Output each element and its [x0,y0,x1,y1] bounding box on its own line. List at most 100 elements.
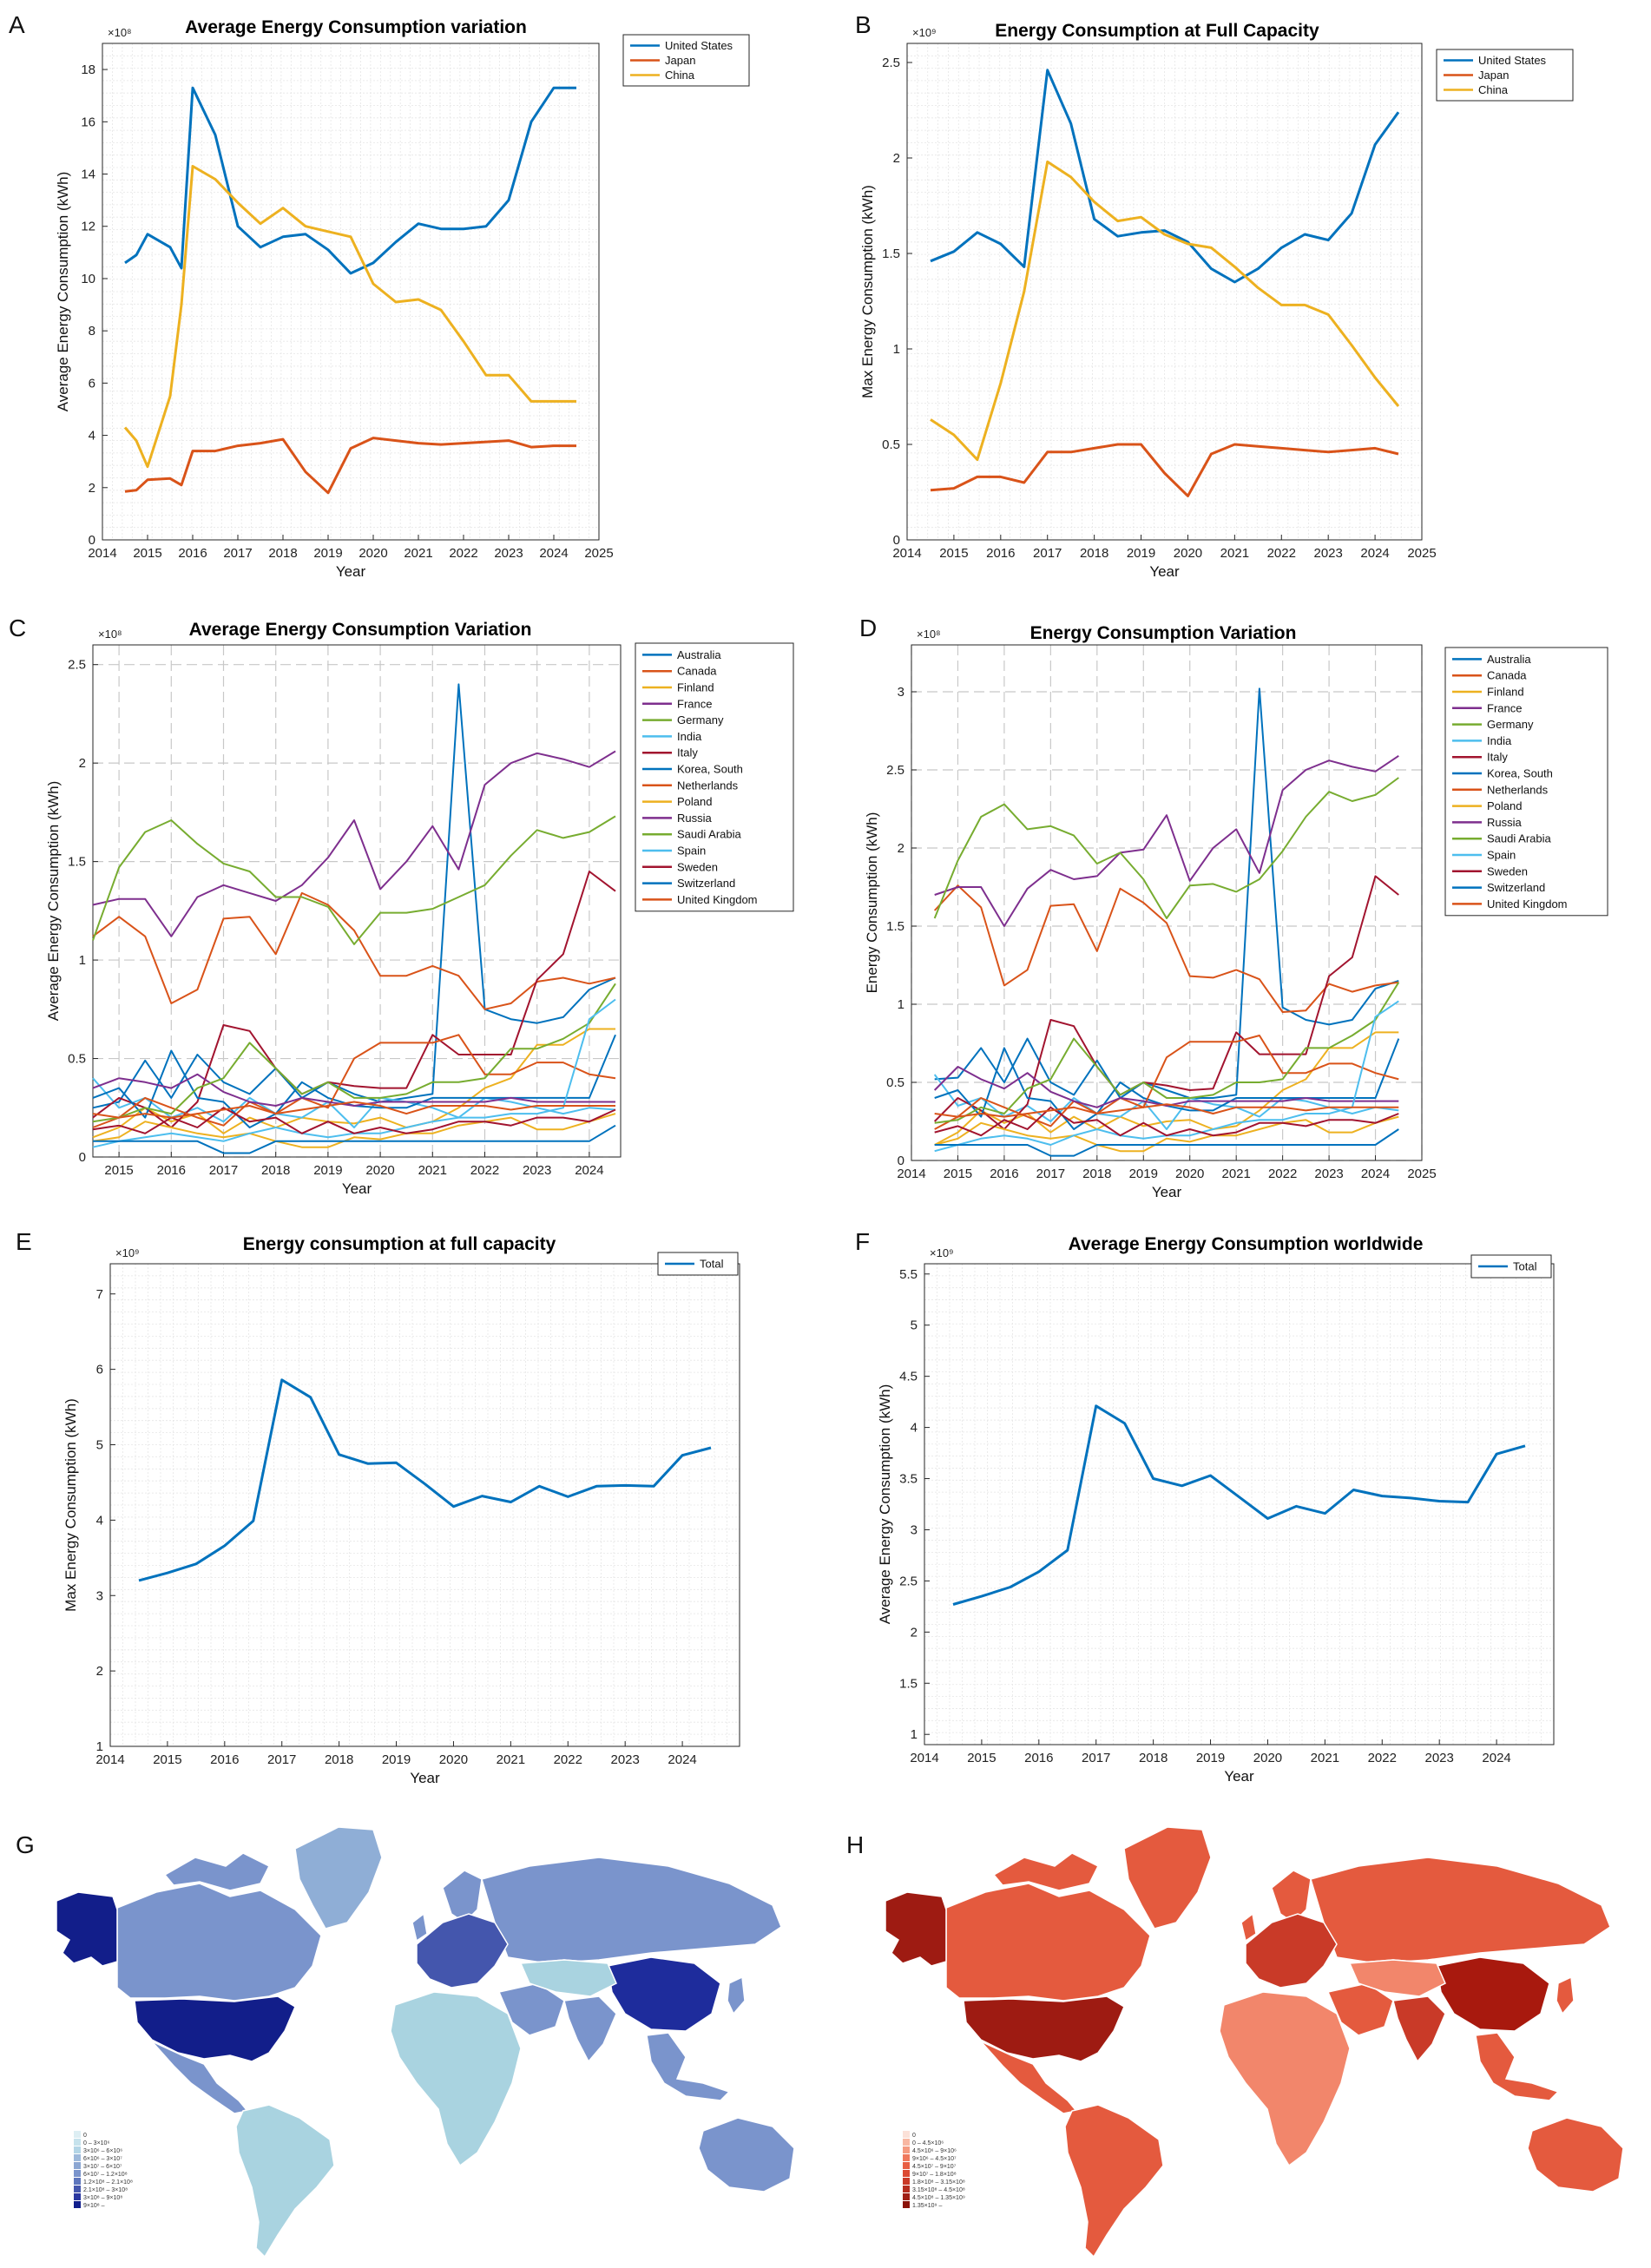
x-tick-label: 2023 [1424,1751,1453,1765]
panel-letter-c: C [9,615,26,641]
axes-box-c [92,644,622,1158]
series-line-china [930,160,1400,462]
legend-entry: Germany [677,713,724,726]
y-tick-label: 2 [898,841,904,856]
y-tick-label: 1.5 [886,919,904,934]
series-line-united-kingdom [92,1101,615,1119]
legend-entry: Korea, South [677,763,743,776]
y-tick-label: 5 [96,1438,103,1453]
series-line-italy [92,871,616,1128]
x-tick-label: 2017 [223,546,252,561]
legend: United States Japan China [622,34,750,87]
map-legend-swatch [74,2193,81,2200]
map-legend-swatch [74,2186,81,2192]
y-tick-label: 0.5 [68,1052,86,1067]
map-h-africa [1219,1991,1351,2167]
x-tick-label: 2025 [1407,546,1436,561]
legend-entry: Sweden [677,860,718,873]
y-tick-label: 5.5 [899,1267,918,1282]
legend-entry: Italy [677,746,698,759]
x-tick-label: 2020 [1174,546,1202,561]
y-tick-label: 2 [893,151,900,166]
legend: Australia Canada Finland France Germany India… [635,642,794,912]
x-tick-label: 2017 [209,1163,238,1178]
x-tick-label: 2023 [523,1163,551,1178]
x-tick-label: 2015 [944,1167,972,1181]
map-legend-label: 4.5×10⁸ – 1.35×10⁹ [912,2195,965,2201]
legend-entry: Korea, South [1487,767,1553,780]
map-legend-swatch [903,2193,910,2200]
y-tick-label: 8 [89,324,95,339]
series-line-russia [92,1073,615,1107]
series-line-switzerland [93,1124,616,1154]
x-tick-label: 2018 [261,1163,290,1178]
y-tick-label: 2.5 [899,1574,918,1588]
legend-entry: Finland [677,681,714,694]
map-legend-swatch [903,2201,910,2208]
legend-entry: Canada [1487,669,1527,682]
map-g-africa [390,1991,522,2167]
x-tick-label: 2017 [1036,1167,1065,1181]
x-tick-label: 2016 [990,1167,1018,1181]
y-tick-label: 1.5 [68,855,86,870]
legend-entry: Total [1513,1260,1537,1273]
x-tick-label: 2019 [1196,1751,1225,1765]
y-tick-label: 14 [81,168,95,182]
y-axis-label: Max Energy Consumption (kWh) [859,185,876,398]
map-legend-swatch [74,2139,81,2146]
chart-panel-c: 2015 2016 2017 2018 2019 2020 2021 2022 2023 2024… [45,620,794,1197]
x-tick-label: 2022 [554,1752,582,1767]
x-tick-label: 2016 [986,546,1015,561]
series-line-total [138,1378,712,1582]
map-legend-label: 9×10⁸ – [83,2203,105,2209]
legend-entry: Poland [677,795,712,808]
y-tick-label: 3 [911,1522,918,1537]
map-legend-swatch [903,2162,910,2169]
x-tick-label: 2014 [95,1752,124,1767]
series-line-canada [92,891,616,1010]
legend-entry: India [677,730,702,743]
legend: Total [1470,1254,1552,1279]
series-line-canada [933,884,1399,1013]
x-tick-label: 2023 [1314,1167,1343,1181]
series-line-france [92,750,616,937]
map-legend-label: 1.35×10⁹ – [912,2203,942,2209]
map-legend-label: 4.5×10⁷ – 9×10⁷ [912,2164,957,2170]
legend-entry: Japan [1478,69,1509,82]
map-legend-label: 0 – 4.5×10⁶ [912,2140,944,2146]
series-line-germany [933,777,1399,919]
legend-entry: Switzerland [1487,881,1545,894]
x-tick-label: 2014 [897,1167,925,1181]
x-tick-label: 2025 [584,546,613,561]
map-g-legend: 00 – 3×10⁶ 3×10⁶ – 6×10⁶ 6×10⁶ – 3×10⁷ 3×10… [74,2131,133,2209]
series-line-sweden [92,1107,616,1134]
y-tick-label: 6 [89,376,95,391]
x-tick-label: 2024 [539,546,568,561]
x-axis-label: Year [342,1180,372,1197]
legend-entry: China [1478,83,1509,96]
series-line-netherlands [92,1034,616,1128]
x-tick-label: 2015 [939,546,968,561]
map-legend-label: 1.8×10⁸ – 3.15×10⁸ [912,2179,965,2186]
x-tick-label: 2019 [313,1163,342,1178]
x-tick-label: 2024 [668,1752,696,1767]
legend-entry: Netherlands [677,779,739,792]
axis-exponent: ×10⁹ [115,1246,140,1259]
series-line-australia [934,687,1399,1099]
series-line-united-states [124,86,576,275]
axes-box-a [102,43,600,541]
map-legend-swatch [74,2201,81,2208]
panel-letter-h: H [846,1831,864,1858]
x-tick-label: 2022 [1267,546,1296,561]
x-tick-label: 2014 [88,546,116,561]
series-line-saudi-arabia [92,983,616,1123]
y-axis-label: Average Energy Consumption (kWh) [877,1384,893,1625]
axes-box-d [911,644,1423,1161]
x-tick-label: 2023 [610,1752,639,1767]
series-line-china [123,165,576,469]
legend-entry: United Kingdom [677,893,758,906]
legend-entry: Spain [1487,849,1516,862]
chart-title: Energy consumption at full capacity [243,1234,556,1254]
series-line-germany [92,815,616,945]
legend-entry: Russia [1487,816,1523,829]
